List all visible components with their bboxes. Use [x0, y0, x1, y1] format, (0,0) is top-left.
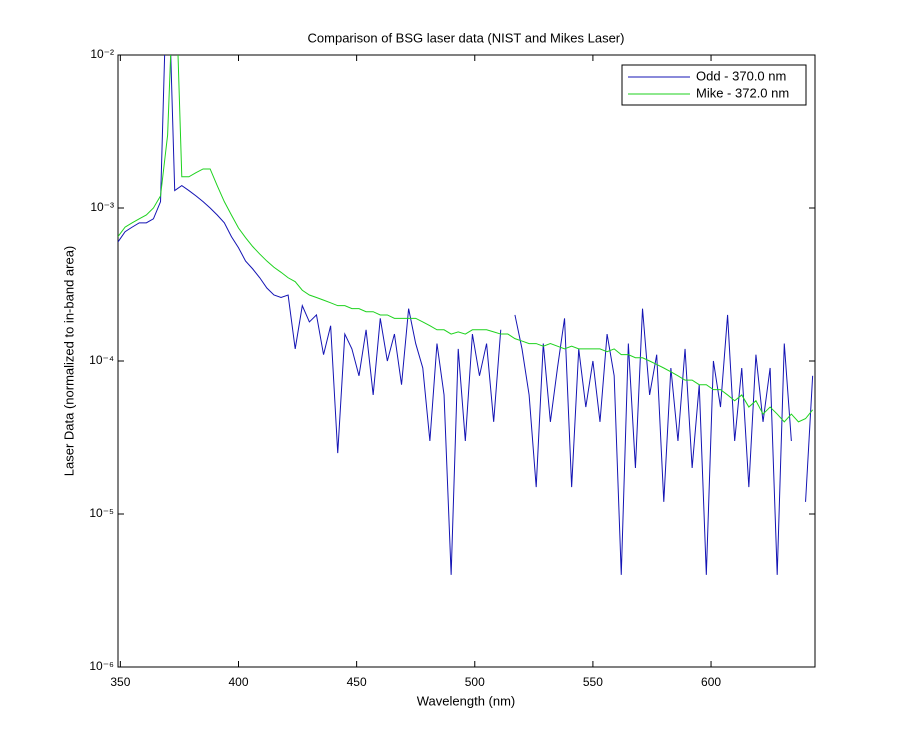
y-tick-label: 10⁻⁴ — [89, 353, 114, 367]
chart-title: Comparison of BSG laser data (NIST and M… — [308, 30, 625, 45]
series-line — [118, 55, 814, 575]
series-line — [118, 55, 814, 423]
y-axis-label: Laser Data (normalized to in-band area) — [61, 246, 76, 477]
plot-area — [117, 54, 816, 668]
y-tick-label: 10⁻³ — [90, 200, 114, 214]
x-tick-label: 550 — [583, 675, 603, 689]
legend-label: Odd - 370.0 nm — [696, 68, 786, 83]
x-tick-label: 350 — [110, 675, 130, 689]
y-tick-label: 10⁻⁶ — [89, 659, 114, 673]
y-tick-label: 10⁻² — [90, 47, 114, 61]
x-axis-label: Wavelength (nm) — [417, 693, 516, 708]
x-tick-label: 500 — [465, 675, 485, 689]
x-tick-label: 600 — [701, 675, 721, 689]
y-tick-label: 10⁻⁵ — [89, 506, 114, 520]
lines — [118, 55, 814, 575]
x-tick-label: 400 — [228, 675, 248, 689]
x-tick-label: 450 — [347, 675, 367, 689]
legend-label: Mike - 372.0 nm — [696, 85, 789, 100]
legend-box — [621, 64, 807, 106]
